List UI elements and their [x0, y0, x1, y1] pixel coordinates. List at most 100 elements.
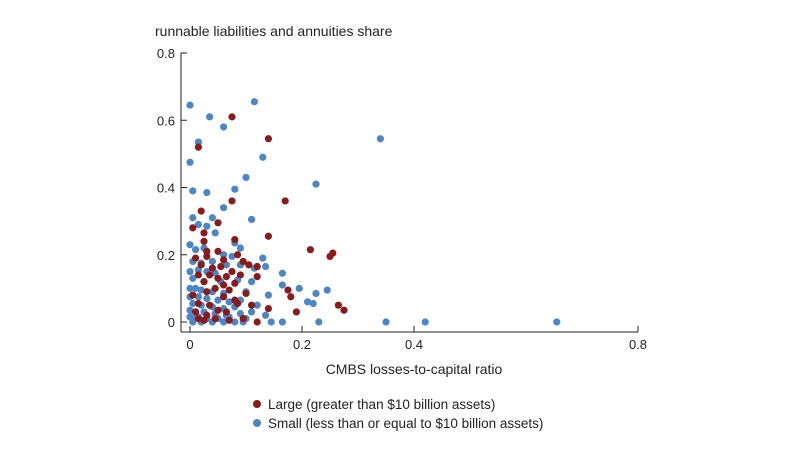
small-bank-point: [278, 269, 286, 277]
large-bank-point: [253, 318, 261, 326]
small-bank-point: [189, 187, 197, 195]
small-bank-point: [312, 289, 320, 298]
large-bank-point: [220, 293, 228, 301]
y-tick-label: 0.2: [157, 248, 175, 263]
large-bank-point: [214, 306, 222, 314]
small-bank-point: [194, 293, 202, 301]
small-bank-point: [382, 318, 390, 326]
x-tick-label: 0: [186, 337, 193, 352]
x-tick-label: 0.8: [629, 337, 647, 352]
large-bank-point: [239, 315, 247, 323]
small-bank-point: [203, 294, 211, 303]
small-bank-point: [248, 215, 256, 224]
small-bank-point: [186, 306, 194, 314]
large-bank-point: [214, 274, 222, 282]
small-bank-point: [553, 318, 561, 326]
small-bank-point: [278, 281, 286, 289]
large-bank-point: [192, 254, 200, 262]
small-bank-point: [220, 123, 228, 131]
small-bank-point: [315, 318, 323, 326]
small-bank-point: [214, 296, 222, 304]
small-bank-point: [194, 220, 202, 229]
legend: Large (greater than $10 billion assets) S…: [253, 397, 543, 431]
small-bank-point: [248, 278, 256, 286]
x-axis-title: CMBS losses-to-capital ratio: [326, 361, 503, 377]
large-bank-point: [334, 301, 342, 309]
small-bank-point: [189, 214, 197, 222]
large-bank-point: [340, 306, 348, 314]
small-bank-point: [262, 311, 270, 319]
large-bank-point: [194, 299, 202, 308]
large-bank-point: [194, 143, 202, 151]
small-bank-point: [220, 318, 228, 326]
large-bank-point: [242, 289, 250, 298]
large-bank-point: [326, 252, 334, 261]
large-bank-point: [253, 262, 261, 271]
legend-marker: [253, 419, 261, 427]
large-bank-point: [225, 316, 233, 324]
small-bank-point: [189, 299, 197, 308]
large-bank-point: [200, 278, 208, 286]
small-bank-point: [323, 286, 331, 294]
large-bank-point: [203, 288, 211, 296]
legend-marker: [253, 400, 261, 408]
small-bank-point: [220, 204, 228, 212]
small-bank-point: [208, 257, 216, 266]
large-bank-point: [239, 257, 247, 266]
large-bank-point: [245, 261, 253, 269]
legend-label: Large (greater than $10 billion assets): [268, 397, 495, 412]
large-bank-point: [284, 286, 292, 294]
large-bank-point: [253, 273, 261, 281]
large-bank-point: [189, 291, 197, 299]
large-bank-point: [264, 232, 272, 240]
large-bank-point: [287, 293, 295, 301]
small-bank-point: [242, 173, 250, 182]
small-bank-point: [309, 299, 317, 308]
small-bank-point: [186, 284, 194, 292]
large-bank-point: [292, 308, 300, 316]
large-bank-point: [228, 113, 236, 121]
small-bank-point: [186, 241, 194, 249]
large-bank-point: [220, 256, 228, 264]
large-bank-point: [200, 229, 208, 237]
large-bank-point: [220, 281, 228, 289]
x-tick-label: 0.2: [293, 337, 311, 352]
large-bank-point: [222, 308, 230, 316]
small-bank-point: [225, 298, 233, 306]
small-bank-point: [211, 229, 219, 237]
small-bank-point: [189, 318, 197, 326]
large-bank-point: [264, 304, 272, 313]
large-bank-point: [234, 299, 242, 308]
small-bank-point: [231, 318, 239, 326]
large-bank-point: [225, 286, 233, 294]
small-bank-point: [304, 298, 312, 306]
small-bank-point: [421, 318, 429, 326]
data-points: [186, 98, 561, 326]
small-bank-point: [228, 252, 236, 261]
large-bank-point: [211, 284, 219, 292]
small-bank-point: [231, 185, 239, 193]
y-axis-title: runnable liabilities and annuities share: [155, 23, 393, 39]
large-bank-point: [200, 316, 208, 324]
small-bank-point: [278, 318, 286, 326]
x-tick-label: 0.4: [405, 337, 423, 352]
large-bank-point: [231, 236, 239, 244]
small-bank-point: [236, 244, 244, 252]
x-axis-ticks: 0 0.2 0.4 0.8: [186, 326, 647, 352]
large-bank-point: [194, 315, 202, 323]
large-bank-point: [197, 261, 205, 269]
small-bank-point: [220, 251, 228, 259]
large-bank-point: [208, 264, 216, 272]
y-tick-label: 0.6: [157, 113, 175, 128]
large-bank-point: [306, 246, 314, 254]
small-bank-point: [206, 113, 214, 121]
large-bank-point: [211, 315, 219, 323]
small-bank-point: [186, 267, 194, 276]
large-bank-point: [197, 207, 205, 215]
small-bank-point: [203, 188, 211, 197]
large-bank-point: [222, 273, 230, 281]
large-bank-point: [248, 301, 256, 309]
large-bank-point: [206, 301, 214, 309]
large-bank-point: [214, 219, 222, 227]
